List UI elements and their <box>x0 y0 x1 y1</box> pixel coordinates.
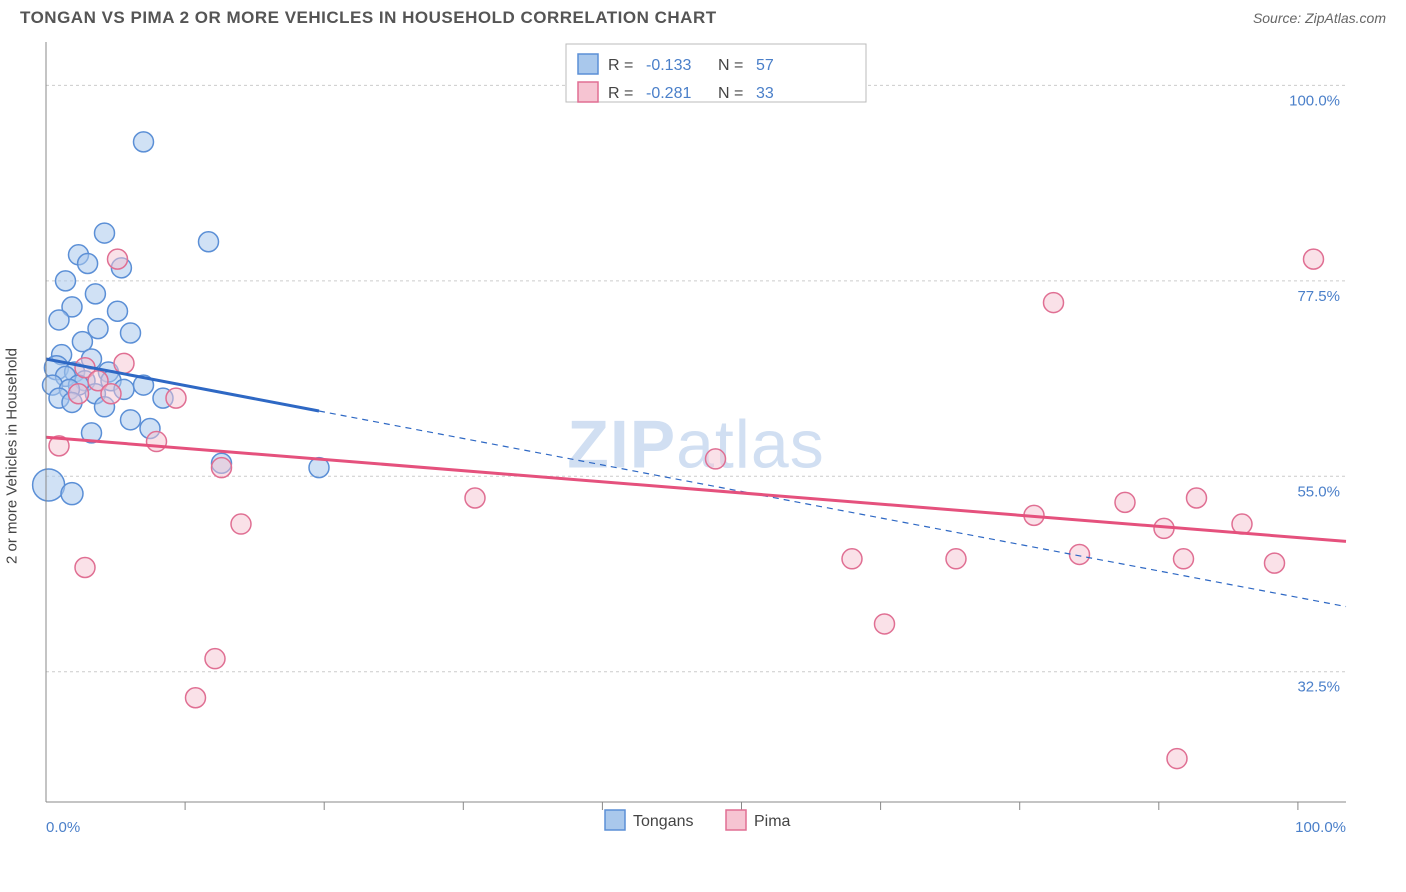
svg-text:33: 33 <box>756 85 774 102</box>
svg-text:57: 57 <box>756 57 774 74</box>
svg-text:Pima: Pima <box>754 813 791 830</box>
svg-text:0.0%: 0.0% <box>46 819 80 836</box>
scatter-chart: ZIPatlas 0.0% 100.0% 32.5% 55.0% 77.5% 100.0% R… <box>20 36 1350 876</box>
svg-text:100.0%: 100.0% <box>1295 819 1346 836</box>
chart-title: TONGAN VS PIMA 2 OR MORE VEHICLES IN HOU… <box>20 8 717 28</box>
svg-text:Tongans: Tongans <box>633 813 694 830</box>
svg-text:-0.133: -0.133 <box>646 57 691 74</box>
svg-text:N =: N = <box>718 57 743 74</box>
svg-text:-0.281: -0.281 <box>646 85 691 102</box>
chart-source: Source: ZipAtlas.com <box>1253 10 1386 26</box>
chart-container: 2 or more Vehicles in Household ZIPatlas… <box>20 36 1386 876</box>
svg-text:32.5%: 32.5% <box>1297 679 1340 696</box>
chart-header: TONGAN VS PIMA 2 OR MORE VEHICLES IN HOU… <box>0 0 1406 32</box>
svg-text:R =: R = <box>608 57 633 74</box>
svg-text:R =: R = <box>608 85 633 102</box>
svg-text:ZIPatlas: ZIPatlas <box>567 407 824 483</box>
svg-text:55.0%: 55.0% <box>1297 483 1340 500</box>
svg-text:N =: N = <box>718 85 743 102</box>
svg-text:77.5%: 77.5% <box>1297 288 1340 305</box>
y-axis-label: 2 or more Vehicles in Household <box>4 348 21 564</box>
svg-text:100.0%: 100.0% <box>1289 92 1340 109</box>
